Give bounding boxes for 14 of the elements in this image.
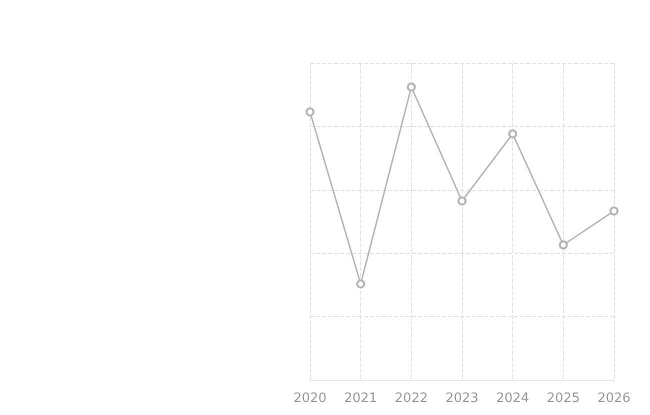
- x-tick-label: 2023: [445, 391, 479, 406]
- point: [458, 196, 466, 206]
- x-tick-label: 2024: [496, 391, 530, 406]
- x-tick-label: 2020: [293, 391, 327, 406]
- point: [508, 129, 518, 138]
- point: [356, 279, 366, 288]
- x-tick-label: 2026: [597, 391, 631, 406]
- point: [610, 206, 618, 216]
- x-tick-label: 2021: [344, 391, 378, 406]
- point: [406, 82, 416, 92]
- x-tick-label: 2022: [394, 391, 428, 406]
- x-tick-label: 2025: [546, 391, 580, 406]
- point: [558, 240, 568, 250]
- point: [306, 107, 314, 116]
